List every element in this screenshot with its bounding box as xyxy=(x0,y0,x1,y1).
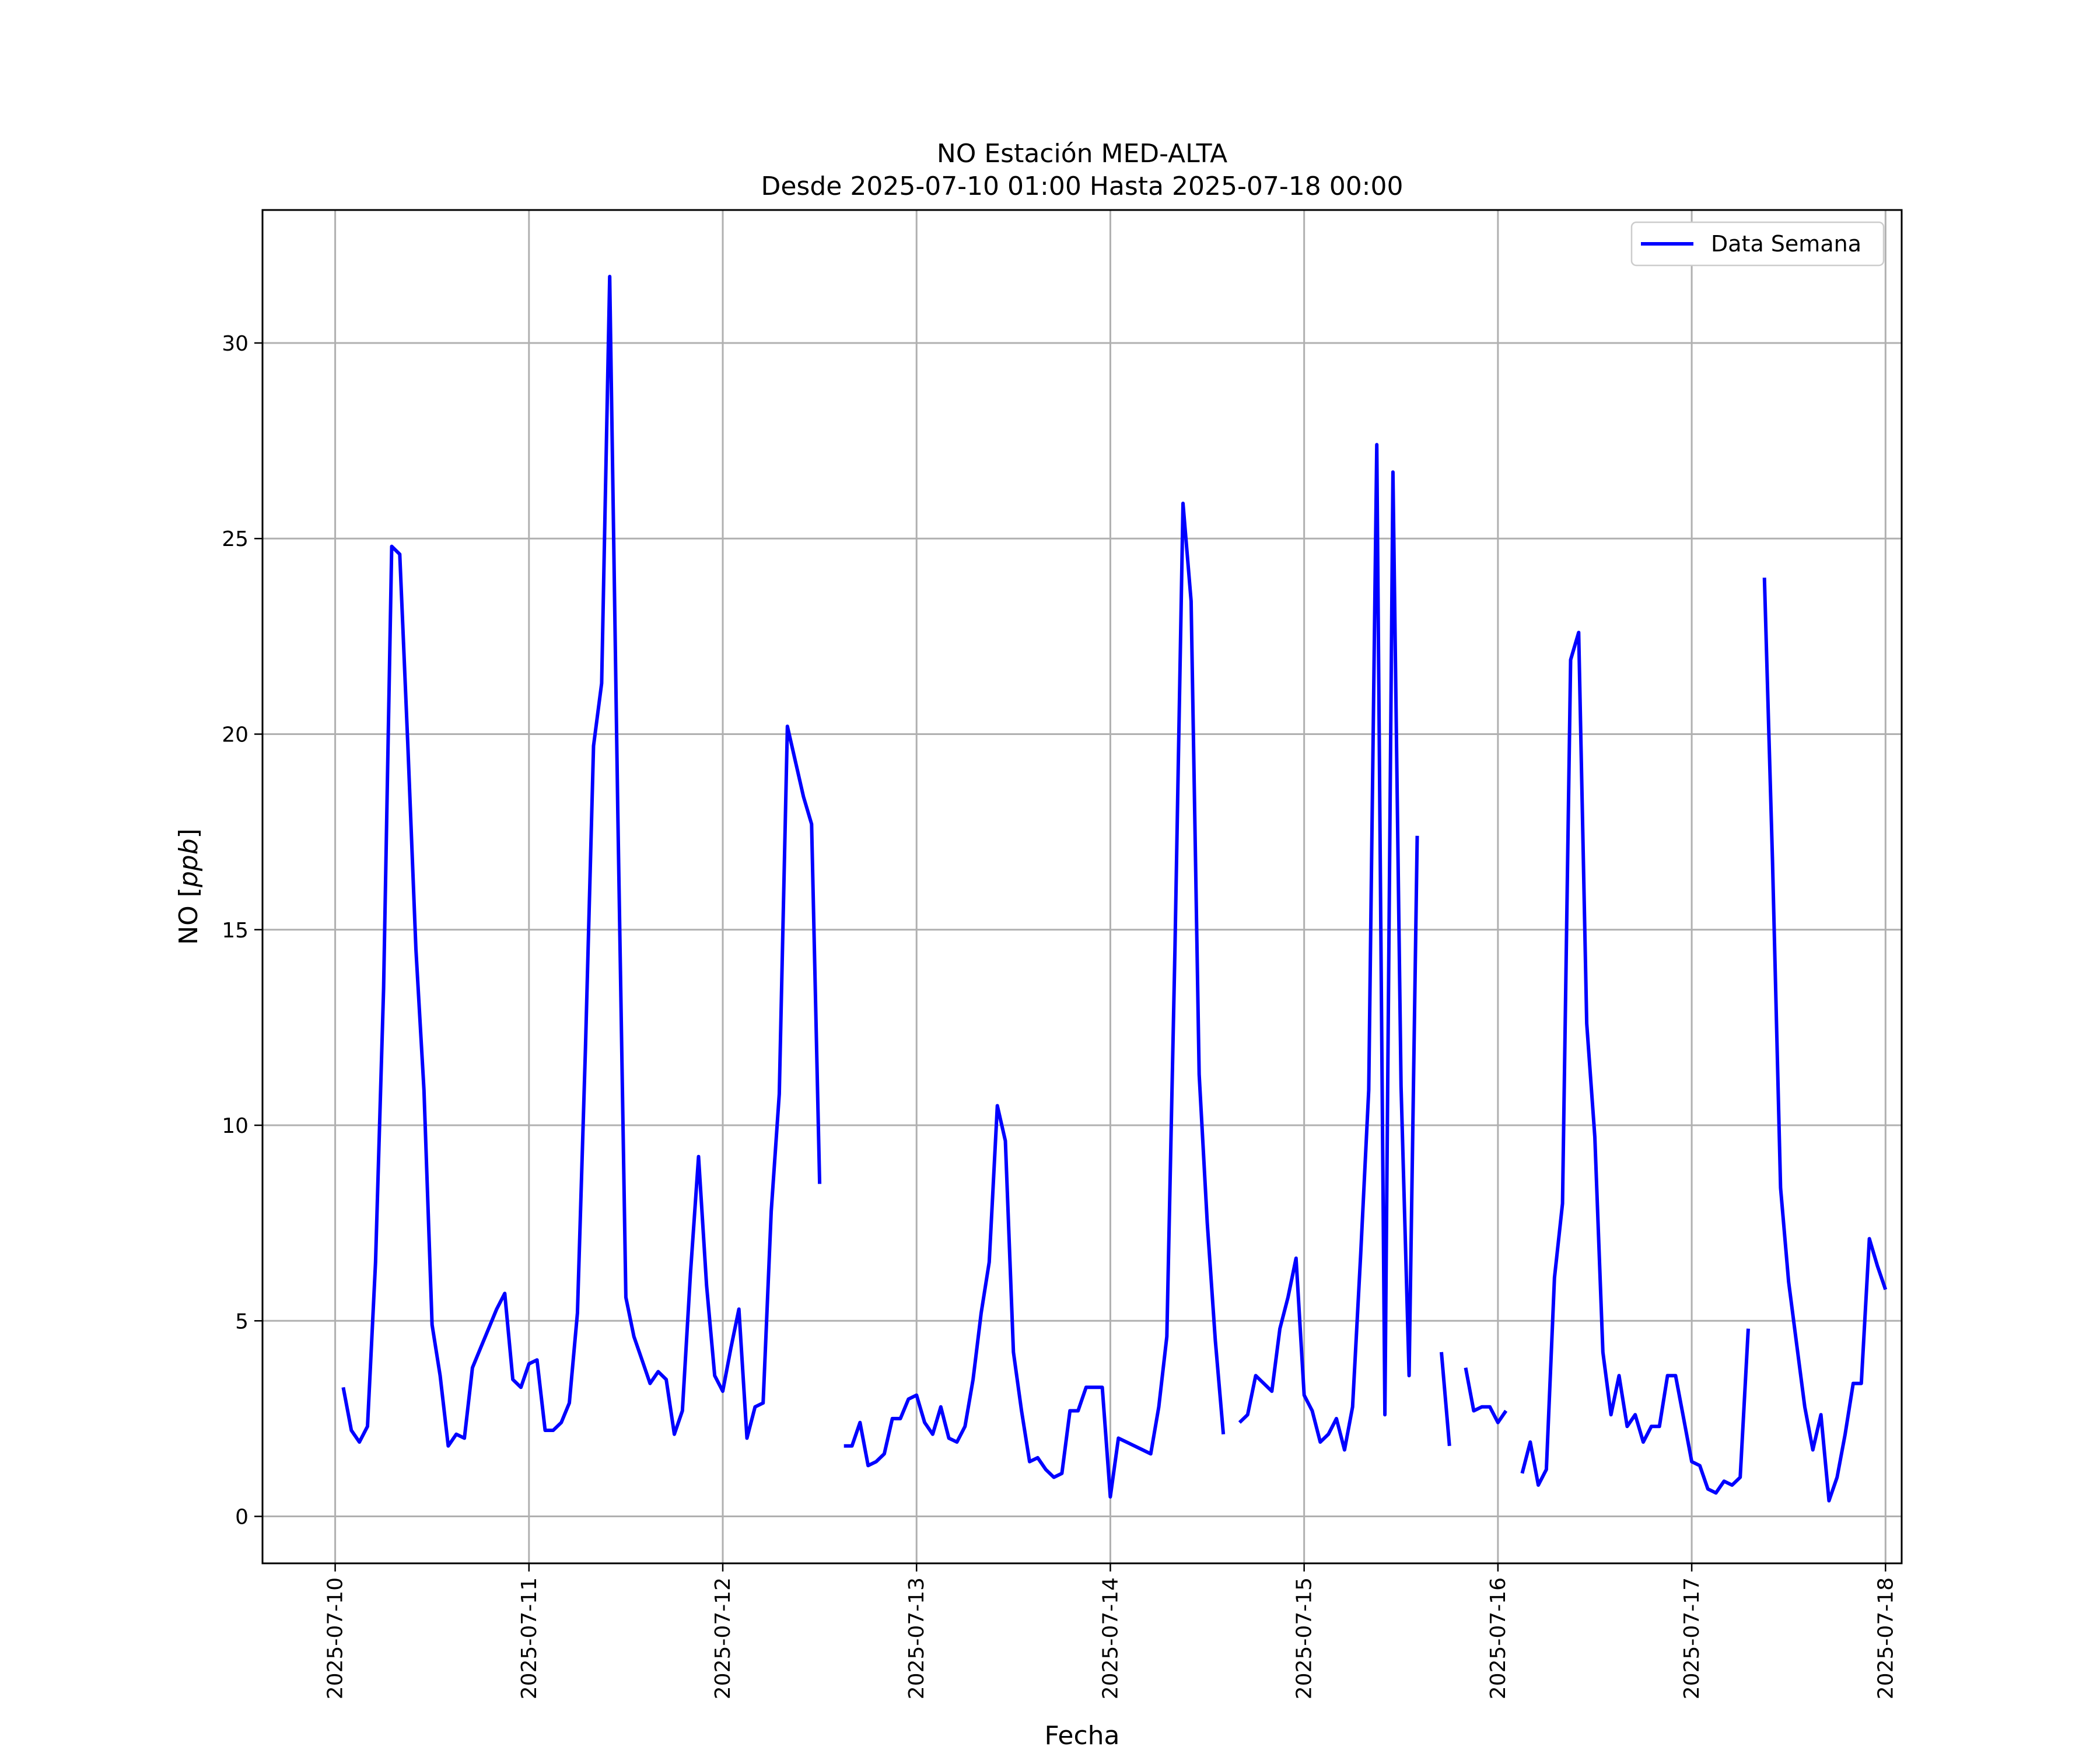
y-axis-label-unit: ppb xyxy=(174,838,204,888)
tick-layer: 2025-07-10 2025-07-11 2025-07-12 2025-07-13… xyxy=(222,332,1898,1699)
series-line-data-semana xyxy=(341,275,1888,1503)
plot-frame xyxy=(261,209,1903,1564)
series-layer xyxy=(341,275,1888,1503)
grid-layer xyxy=(262,210,1902,1563)
x-tick-label: 2025-07-14 xyxy=(1098,1577,1122,1699)
x-tick-label: 2025-07-15 xyxy=(1293,1577,1317,1699)
x-tick-label: 2025-07-12 xyxy=(711,1577,735,1699)
y-tick-label: 10 xyxy=(222,1114,249,1138)
chart-title: NO Estación MED-ALTA xyxy=(937,139,1227,169)
legend: Data Semana xyxy=(1630,221,1885,267)
x-tick-label: 2025-07-11 xyxy=(517,1577,541,1699)
y-axis-label-main: NO [ xyxy=(174,887,204,945)
x-tick-label: 2025-07-13 xyxy=(905,1577,929,1699)
y-tick-label: 15 xyxy=(222,919,249,943)
y-tick-label: 0 xyxy=(235,1506,249,1530)
y-axis-label-end: ] xyxy=(174,828,204,838)
x-axis-label: Fecha xyxy=(1044,1721,1119,1750)
x-tick-label: 2025-07-17 xyxy=(1680,1577,1704,1699)
x-tick-label: 2025-07-10 xyxy=(324,1577,348,1699)
y-tick-label: 20 xyxy=(222,723,249,747)
y-tick-label: 25 xyxy=(222,527,249,551)
y-axis-label: NO [ppb] xyxy=(174,828,204,945)
chart-subtitle: Desde 2025-07-10 01:00 Hasta 2025-07-18 … xyxy=(761,172,1403,201)
legend-label: Data Semana xyxy=(1711,231,1861,257)
x-tick-label: 2025-07-18 xyxy=(1874,1577,1898,1699)
y-tick-label: 30 xyxy=(222,332,249,356)
y-tick-label: 5 xyxy=(235,1310,249,1334)
legend-box xyxy=(1630,221,1885,267)
x-tick-label: 2025-07-16 xyxy=(1486,1577,1510,1699)
